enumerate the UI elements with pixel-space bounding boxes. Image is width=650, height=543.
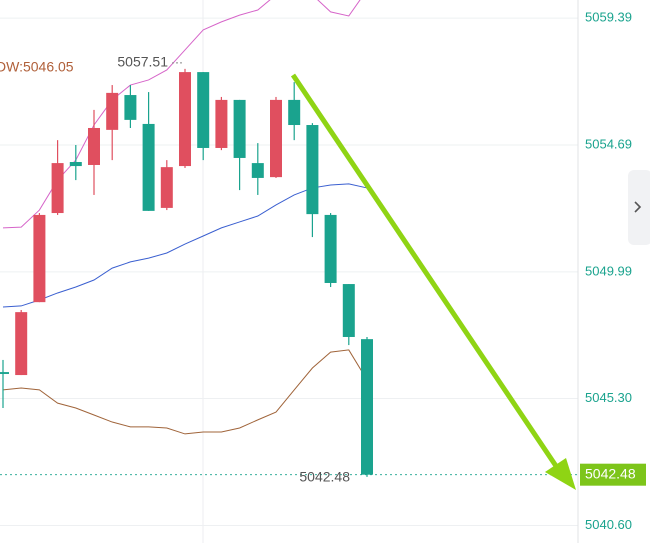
moving-average: [2, 349, 368, 435]
candle-body: [306, 125, 319, 215]
y-tick-label: 5040.60: [585, 517, 632, 532]
candle-body: [51, 163, 64, 214]
candle-body: [361, 339, 373, 475]
plot: 5057.51 5042.48: [0, 0, 578, 484]
candle-body: [251, 163, 264, 178]
candle-body: [88, 127, 100, 165]
candle-body: [233, 99, 246, 158]
candle-body: [33, 214, 46, 303]
candle-body: [324, 214, 337, 283]
candle-body: [160, 167, 173, 208]
candle-body: [197, 72, 210, 148]
y-tick-label: 5049.99: [585, 263, 632, 278]
candle-body: [179, 72, 191, 167]
y-tick-label: 5045.30: [585, 390, 632, 405]
last-price-tag: [580, 463, 646, 486]
candle-body: [106, 92, 119, 130]
high-label: 5057.51: [117, 54, 168, 70]
last-price-label: 5042.48: [585, 465, 636, 481]
y-tick-label: 5059.39: [585, 10, 632, 25]
y-axis: 5059.39 5054.69 5049.99 5045.30 5040.60 5042.…: [580, 10, 646, 532]
moving-average: [2, 0, 361, 229]
y-tick-label: 5054.69: [585, 136, 632, 151]
moving-average: [2, 183, 368, 308]
candle-body: [215, 99, 228, 148]
candle-body: [15, 312, 28, 376]
candle-body: [342, 284, 355, 337]
trend-arrow: [290, 73, 576, 490]
candle-body: [142, 123, 155, 211]
candle-body: [69, 162, 82, 167]
candle-body: [288, 99, 301, 126]
candle-body: [0, 372, 9, 374]
last-price-annotation: 5042.48: [299, 468, 350, 484]
grid: [0, 17, 578, 526]
indicator-text: DW:5046.05: [0, 59, 74, 75]
candle-body: [124, 95, 137, 120]
candle-body: [270, 99, 282, 178]
expand-button[interactable]: [628, 170, 650, 245]
